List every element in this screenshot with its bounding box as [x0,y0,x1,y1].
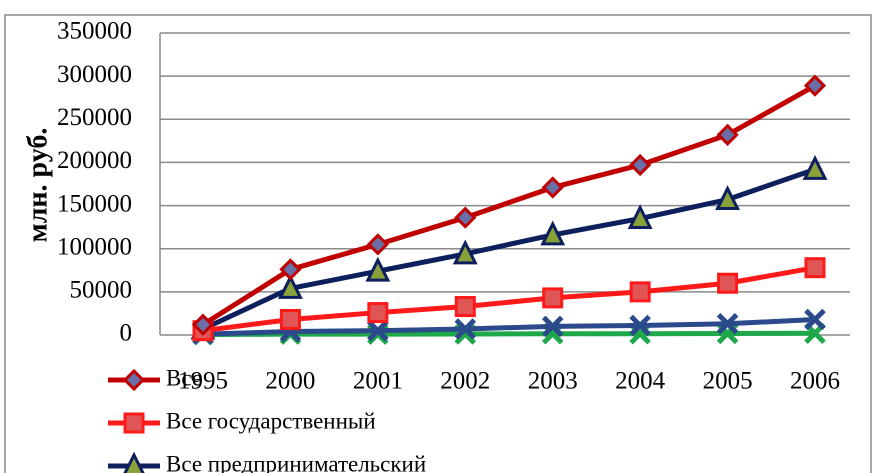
chart-border [4,14,872,473]
y-tick-label: 50000 [70,277,133,304]
series-line [202,316,816,337]
x-tick-label: 1995 [178,368,228,395]
x-tick-label: 2003 [528,368,578,395]
data-point [452,239,478,265]
legend-label: Все [166,365,202,390]
data-point [804,257,826,279]
legend-marker [123,451,145,473]
data-point [365,256,391,282]
x-tick-label: 2006 [790,368,840,395]
data-point [367,302,389,324]
data-point [454,206,477,229]
y-tick-label: 350000 [57,18,132,45]
data-point [279,258,302,281]
data-point [629,153,652,177]
data-point [541,176,564,199]
data-point [367,319,389,342]
x-tick-label: 2002 [440,368,490,395]
y-tick-label: 250000 [57,104,132,131]
y-axis-label: млн. руб. [22,128,53,243]
data-point [542,287,564,309]
legend-label: Все предпринимательский [166,451,426,473]
data-point [716,123,739,146]
data-point [278,274,303,299]
data-point [540,220,566,246]
data-point [627,204,653,230]
series-line [202,265,816,334]
y-tick-label: 100000 [57,233,132,260]
data-point [715,185,740,211]
y-tick-label: 200000 [57,147,132,174]
y-tick-label: 0 [120,320,133,347]
data-point [191,313,215,336]
data-point [454,296,476,318]
data-point [717,272,739,294]
series-line [201,83,817,327]
x-tick-label: 2000 [265,368,315,395]
data-point [629,314,651,337]
data-point [541,315,564,338]
series-line [201,166,816,332]
y-tick-label: 150000 [57,190,132,217]
x-tick-label: 2004 [615,368,666,395]
data-point [716,313,739,335]
data-point [803,74,827,97]
y-tick-label: 300000 [57,61,132,88]
data-point [804,308,826,331]
data-point [366,233,389,256]
data-point [279,308,301,330]
series-line [202,330,816,338]
data-point [629,281,651,303]
data-point [454,318,477,340]
data-point [802,154,828,180]
legend-marker [122,368,146,392]
x-tick-label: 2001 [353,368,403,395]
legend-label: Все государственный [166,408,376,433]
legend-marker [123,412,145,434]
x-tick-label: 2005 [703,368,753,395]
